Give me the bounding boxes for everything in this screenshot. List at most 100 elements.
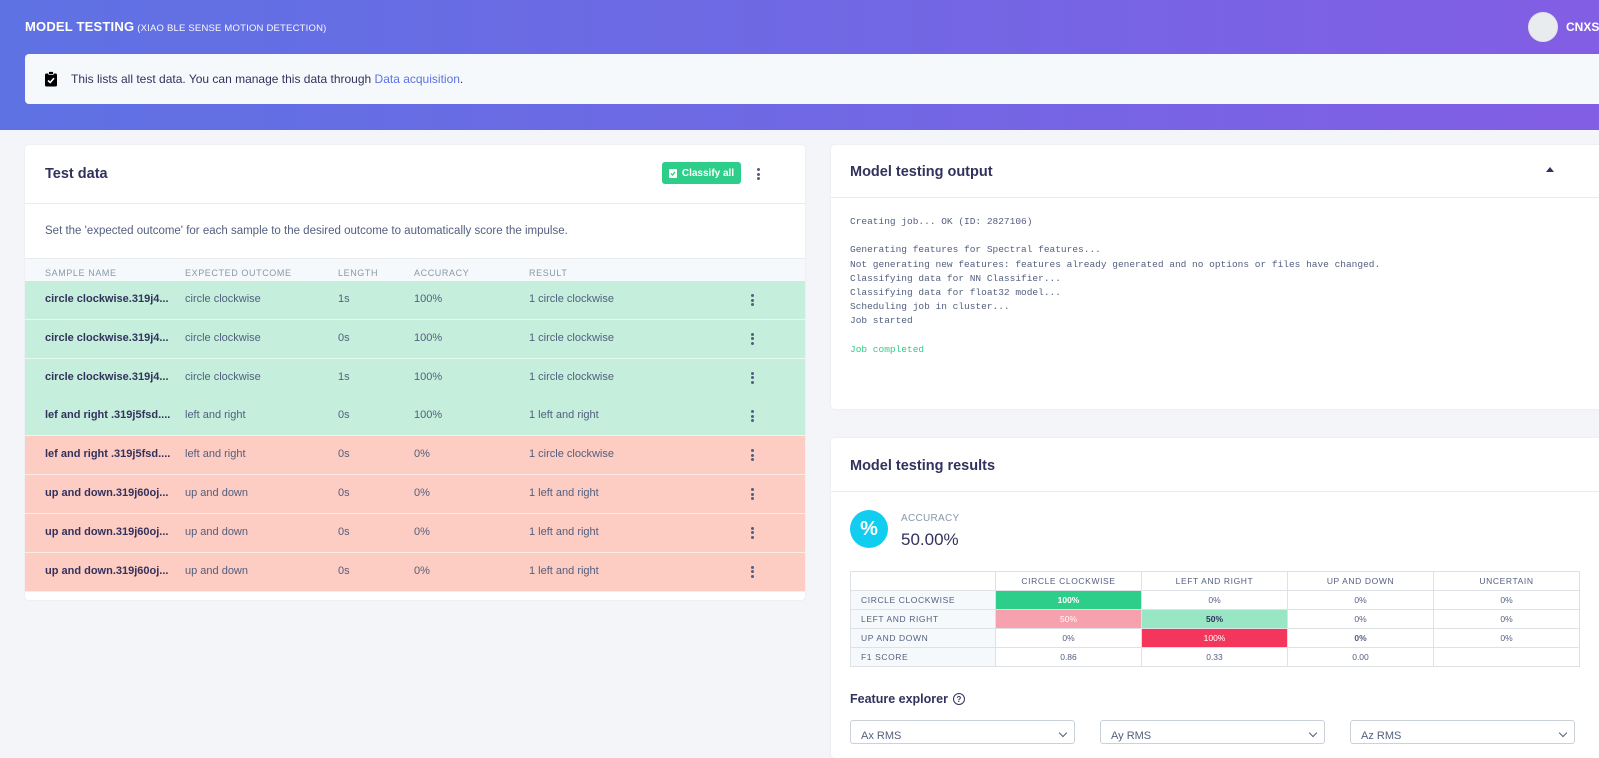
sample-result: 1 left and right <box>529 525 599 538</box>
sample-accuracy: 0% <box>414 525 430 538</box>
row-label: LEFT AND RIGHT <box>850 609 996 629</box>
f1-cell: 0.00 <box>1287 647 1434 667</box>
row-options-icon[interactable] <box>750 488 754 500</box>
y-axis-select[interactable]: Ay RMS <box>1100 720 1325 744</box>
project-name: (XIAO BLE SENSE MOTION DETECTION) <box>137 23 327 34</box>
row-options-icon[interactable] <box>750 371 754 384</box>
row-options-icon[interactable] <box>750 410 754 423</box>
sample-accuracy: 0% <box>414 564 430 577</box>
sample-length: 1s <box>338 370 350 383</box>
feature-explorer-label: Feature explorer <box>850 692 948 706</box>
sample-name[interactable]: up and down.319j60oj... <box>45 487 169 499</box>
expected-outcome: left and right <box>185 409 246 422</box>
sample-name[interactable]: lef and right .319j5fsd.... <box>45 448 171 461</box>
column-length[interactable]: LENGTH <box>338 268 379 278</box>
sample-result: 1 circle clockwise <box>529 331 614 344</box>
page-title: MODEL TESTING (XIAO BLE SENSE MOTION DETE… <box>25 19 327 34</box>
f1-cell: 0.33 <box>1141 647 1288 667</box>
sample-result: 1 circle clockwise <box>529 448 614 461</box>
column-circle-clockwise: CIRCLE CLOCKWISE <box>995 571 1142 591</box>
matrix-cell: 0% <box>1287 628 1434 648</box>
sample-name[interactable]: lef and right .319j5fsd.... <box>45 409 171 422</box>
f1-cell <box>1433 647 1580 667</box>
test-data-title: Test data <box>45 166 108 182</box>
info-suffix: . <box>459 72 464 86</box>
sample-accuracy: 0% <box>414 448 430 461</box>
z-axis-value: Az RMS <box>1361 730 1402 742</box>
user-menu[interactable]: CNXSc <box>1528 12 1599 42</box>
column-accuracy[interactable]: ACCURACY <box>414 268 470 278</box>
model-results-card: Model testing results % ACCURACY 50.00% … <box>831 438 1599 758</box>
user-name[interactable]: CNXSc <box>1566 20 1599 34</box>
model-output-header[interactable]: Model testing output <box>831 145 1599 198</box>
clipboard-check-icon <box>45 71 57 87</box>
table-row[interactable]: circle clockwise.319j4... circle clockwis… <box>25 358 805 398</box>
confusion-matrix-row: CIRCLE CLOCKWISE 100% 0% 0% 0% <box>850 590 1580 610</box>
row-label: UP AND DOWN <box>850 628 996 648</box>
table-row[interactable]: circle clockwise.319j4... circle clockwis… <box>25 319 805 359</box>
table-row[interactable]: circle clockwise.319j4... circle clockwis… <box>25 281 805 320</box>
sample-result: 1 left and right <box>529 564 599 577</box>
collapse-icon[interactable] <box>1546 167 1554 172</box>
matrix-cell: 50% <box>1141 609 1288 629</box>
x-axis-select[interactable]: Ax RMS <box>850 720 1075 744</box>
sample-name[interactable]: circle clockwise.319j4... <box>45 293 169 305</box>
accuracy-value: 50.00% <box>901 530 959 549</box>
row-options-icon[interactable] <box>750 526 754 539</box>
sample-name[interactable]: up and down.319j60oj... <box>45 525 169 538</box>
log-line: Classifying data for NN Classifier... <box>850 272 1061 284</box>
model-output-card: Model testing output Creating job... OK … <box>831 145 1599 409</box>
help-icon[interactable]: ? <box>952 693 965 705</box>
table-row[interactable]: lef and right .319j5fsd.... left and righ… <box>25 397 805 437</box>
f1-cell: 0.86 <box>995 647 1142 667</box>
z-axis-select[interactable]: Az RMS <box>1350 720 1575 744</box>
column-result[interactable]: RESULT <box>529 268 568 278</box>
log-line: Job completed <box>850 343 925 355</box>
test-data-description: Set the 'expected outcome' for each samp… <box>45 225 568 237</box>
matrix-cell: 0% <box>1433 628 1580 648</box>
row-options-icon[interactable] <box>750 294 754 306</box>
feature-explorer-title: Feature explorer ? <box>850 692 965 706</box>
data-acquisition-link[interactable]: Data acquisition <box>374 72 460 86</box>
chevron-down-icon <box>1558 728 1568 738</box>
more-options-icon[interactable] <box>756 168 760 180</box>
expected-outcome: circle clockwise <box>185 370 261 383</box>
blank-cell <box>850 571 996 591</box>
log-line: Not generating new features: features al… <box>850 258 1381 270</box>
row-options-icon[interactable] <box>750 565 754 578</box>
expected-outcome: left and right <box>185 448 246 461</box>
sample-length: 0s <box>338 409 350 422</box>
row-options-icon[interactable] <box>750 332 754 345</box>
column-sample-name[interactable]: SAMPLE NAME <box>45 268 117 278</box>
table-row[interactable]: up and down.319j60oj... up and down 0s 0% 1 … <box>25 552 805 592</box>
table-row[interactable]: up and down.319j60oj... up and down 0s 0% 1 … <box>25 513 805 553</box>
column-left-and-right: LEFT AND RIGHT <box>1141 571 1288 591</box>
confusion-matrix-row: UP AND DOWN 0% 100% 0% 0% <box>850 628 1580 648</box>
log-line <box>850 329 1380 343</box>
sample-length: 0s <box>338 487 350 499</box>
accuracy-label: ACCURACY <box>901 513 960 524</box>
classify-all-label[interactable]: Classify all <box>681 167 735 179</box>
header-banner: MODEL TESTING (XIAO BLE SENSE MOTION DETE… <box>0 0 1599 130</box>
confusion-matrix-row: LEFT AND RIGHT 50% 50% 0% 0% <box>850 609 1580 629</box>
sample-name[interactable]: circle clockwise.319j4... <box>45 331 169 344</box>
row-options-icon[interactable] <box>750 449 754 462</box>
info-text: This lists all test data. You can manage… <box>71 72 375 86</box>
table-row[interactable]: up and down.319j60oj... up and down 0s 0% 1 … <box>25 475 805 514</box>
test-data-card: Test data Classify all Set the 'expected… <box>25 145 805 600</box>
avatar[interactable] <box>1528 12 1558 42</box>
column-expected-outcome[interactable]: EXPECTED OUTCOME <box>185 268 292 278</box>
classify-all-button[interactable]: Classify all <box>662 162 741 184</box>
log-line: Scheduling job in cluster... <box>850 301 1010 313</box>
matrix-cell: 0% <box>1433 590 1580 610</box>
column-up-and-down: UP AND DOWN <box>1287 571 1434 591</box>
sample-name[interactable]: up and down.319j60oj... <box>45 564 169 577</box>
expected-outcome: circle clockwise <box>185 331 261 344</box>
table-row[interactable]: lef and right .319j5fsd.... left and righ… <box>25 436 805 476</box>
sample-name[interactable]: circle clockwise.319j4... <box>45 370 169 383</box>
log-line: Generating features for Spectral feature… <box>850 244 1101 256</box>
column-uncertain: UNCERTAIN <box>1433 571 1580 591</box>
log-line <box>850 229 1380 243</box>
row-label: F1 SCORE <box>850 647 996 667</box>
sample-result: 1 circle clockwise <box>529 370 614 383</box>
